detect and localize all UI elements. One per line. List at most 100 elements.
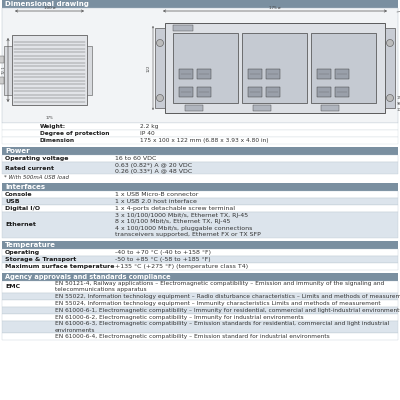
Bar (248, 87, 262, 97)
Text: Storage & Transport: Storage & Transport (5, 257, 76, 262)
Bar (2, 273, 398, 281)
Bar (2, 147, 398, 155)
Bar (165, 23, 385, 113)
Bar (179, 87, 193, 97)
Bar (87, 46, 92, 94)
Text: Ethernet: Ethernet (5, 222, 36, 228)
Bar (4, 46, 12, 94)
Text: 122: 122 (147, 64, 151, 72)
Text: Rated current: Rated current (5, 166, 54, 170)
Circle shape (156, 94, 164, 102)
Text: EN 61000-6-4, Electromagnetic compatibility – Emission standard for industrial e: EN 61000-6-4, Electromagnetic compatibil… (55, 334, 330, 339)
Text: transceivers supported, Ethernet FX or TX SFP: transceivers supported, Ethernet FX or T… (115, 232, 261, 237)
Bar (2, 162, 398, 174)
Text: Agency approvals and standards compliance: Agency approvals and standards complianc… (5, 274, 171, 280)
Text: +135 °C (+275 °F) (temperature class T4): +135 °C (+275 °F) (temperature class T4) (115, 264, 248, 269)
Text: 4 x 100/1000 Mbit/s, pluggable connections: 4 x 100/1000 Mbit/s, pluggable connectio… (115, 226, 252, 231)
Bar (242, 33, 307, 103)
Text: 2.2 kg: 2.2 kg (140, 124, 158, 129)
Text: telecommunications apparatus: telecommunications apparatus (55, 288, 147, 292)
Bar (2, 293, 398, 300)
Text: 0.26 (0.33*) A @ 48 VDC: 0.26 (0.33*) A @ 48 VDC (115, 168, 192, 174)
Bar (2, 198, 398, 205)
Bar (2, 0, 398, 8)
Bar (2, 8, 398, 123)
Text: 72.1: 72.1 (2, 66, 6, 74)
Bar (321, 105, 339, 111)
Text: 8 x 10/100 Mbit/s, Ethernet TX, RJ-45: 8 x 10/100 Mbit/s, Ethernet TX, RJ-45 (115, 219, 230, 224)
Bar (2, 137, 398, 144)
Text: Maximum surface temperature: Maximum surface temperature (5, 264, 114, 269)
Bar (266, 87, 280, 97)
Bar (2, 300, 398, 307)
Bar (2, 123, 398, 130)
Text: 175.11: 175.11 (397, 96, 400, 100)
Text: 100 ø: 100 ø (44, 6, 55, 10)
Text: Digital I/O: Digital I/O (5, 206, 40, 211)
Bar (2, 281, 398, 293)
Bar (2, 241, 398, 249)
Text: Temperature: Temperature (5, 242, 56, 248)
Bar (2, 321, 398, 333)
Text: 1 x 4-ports detachable screw terminal: 1 x 4-ports detachable screw terminal (115, 206, 235, 211)
Text: 105.11: 105.11 (397, 108, 400, 112)
Bar (385, 28, 395, 108)
Bar (253, 105, 271, 111)
Bar (2, 155, 398, 162)
Circle shape (386, 94, 394, 102)
Bar (12, 35, 87, 105)
Bar (0, 77, 4, 84)
Bar (266, 69, 280, 79)
Bar (2, 212, 398, 238)
Bar (335, 69, 349, 79)
Text: 1 x USB Micro-B connector: 1 x USB Micro-B connector (115, 192, 198, 197)
Bar (155, 28, 165, 108)
Bar (2, 307, 398, 314)
Bar (335, 87, 349, 97)
Text: 175: 175 (46, 116, 53, 120)
Text: Interfaces: Interfaces (5, 184, 45, 190)
Circle shape (156, 40, 164, 46)
Text: Power: Power (5, 148, 30, 154)
Text: 3 x 10/100/1000 Mbit/s, Ethernet TX, RJ-45: 3 x 10/100/1000 Mbit/s, Ethernet TX, RJ-… (115, 213, 248, 218)
Bar (2, 314, 398, 321)
Text: Dimensional drawing: Dimensional drawing (5, 1, 89, 7)
Text: 0.63 (0.82*) A @ 20 VDC: 0.63 (0.82*) A @ 20 VDC (115, 162, 192, 168)
Text: EN 61000-6-3, Electromagnetic compatibility – Emission standards for residential: EN 61000-6-3, Electromagnetic compatibil… (55, 322, 389, 326)
Text: * With 500mA USB load: * With 500mA USB load (4, 175, 69, 180)
Text: Dimension: Dimension (40, 138, 75, 143)
Text: Operating voltage: Operating voltage (5, 156, 68, 161)
Circle shape (386, 40, 394, 46)
Text: 175 x 100 x 122 mm (6.88 x 3.93 x 4.80 in): 175 x 100 x 122 mm (6.88 x 3.93 x 4.80 i… (140, 138, 269, 143)
Text: EN 50121-4, Railway applications – Electromagnetic compatibility – Emission and : EN 50121-4, Railway applications – Elect… (55, 282, 384, 286)
Text: 98.11: 98.11 (397, 102, 400, 106)
Text: IP 40: IP 40 (140, 131, 155, 136)
Bar (185, 105, 203, 111)
Bar (311, 33, 376, 103)
Bar (2, 333, 398, 340)
Bar (0, 56, 4, 63)
Text: Console: Console (5, 192, 33, 197)
Text: EN 61000-6-2, Electromagnetic compatibility – Immunity for industrial environmen: EN 61000-6-2, Electromagnetic compatibil… (55, 315, 304, 320)
Text: 1 x USB 2.0 host interface: 1 x USB 2.0 host interface (115, 199, 197, 204)
Bar (179, 69, 193, 79)
Text: 175 ø: 175 ø (269, 6, 281, 10)
Bar (317, 87, 331, 97)
Bar (2, 249, 398, 256)
Text: -40 to +70 °C (-40 to +158 °F): -40 to +70 °C (-40 to +158 °F) (115, 250, 211, 255)
Bar (197, 69, 211, 79)
Text: EMC: EMC (5, 284, 20, 290)
Text: environments: environments (55, 328, 96, 332)
Bar (2, 205, 398, 212)
Bar (317, 69, 331, 79)
Text: EN 55024, Information technology equipment – Immunity characteristics Limits and: EN 55024, Information technology equipme… (55, 301, 381, 306)
Bar (197, 87, 211, 97)
Bar (2, 183, 398, 191)
Bar (2, 191, 398, 198)
Text: Operating: Operating (5, 250, 40, 255)
Bar (173, 33, 238, 103)
Text: Degree of protection: Degree of protection (40, 131, 110, 136)
Text: USB: USB (5, 199, 20, 204)
Text: EN 61000-6-1, Electromagnetic compatibility – Immunity for residential, commerci: EN 61000-6-1, Electromagnetic compatibil… (55, 308, 400, 313)
Text: EN 55022, Information technology equipment – Radio disturbance characteristics –: EN 55022, Information technology equipme… (55, 294, 400, 299)
